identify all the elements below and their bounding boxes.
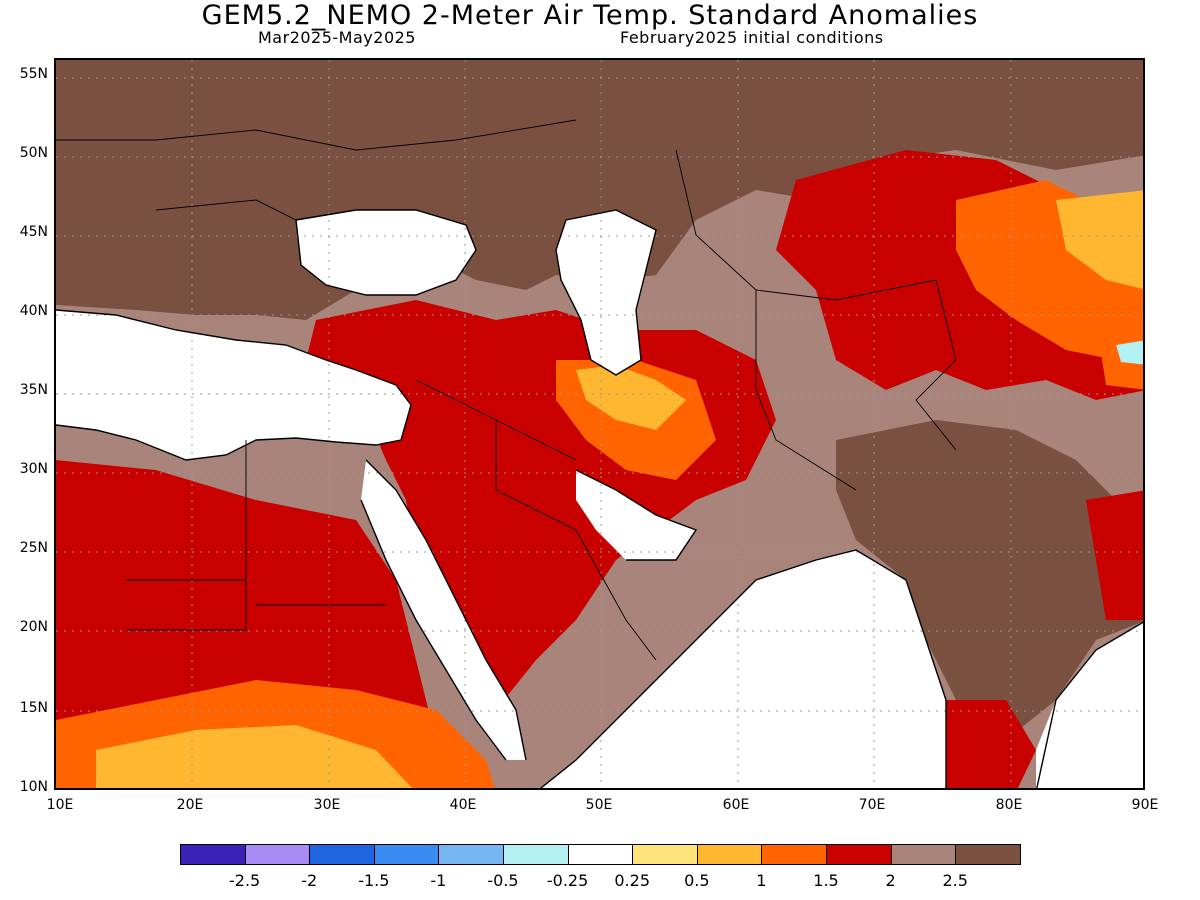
india-dark xyxy=(836,420,1143,740)
red-sea xyxy=(361,460,526,760)
anomaly-map xyxy=(54,58,1145,790)
lon-label: 90E xyxy=(1131,797,1159,813)
central-asia-yellow xyxy=(1056,190,1143,290)
colorbar-label: -2 xyxy=(301,871,318,890)
black-sea xyxy=(296,210,476,295)
graticule xyxy=(56,60,1143,788)
colorbar-swatch xyxy=(826,844,892,865)
lon-label: 30E xyxy=(313,797,341,813)
colorbar-swatch xyxy=(567,844,634,865)
lat-label: 40N xyxy=(19,303,48,319)
east-africa-yellow xyxy=(96,725,413,788)
mediterranean-sea xyxy=(56,310,411,460)
colorbar-label: -1.5 xyxy=(358,871,390,890)
colorbar-label: -0.25 xyxy=(546,871,589,890)
anomaly-map-svg xyxy=(56,60,1143,788)
lat-label: 45N xyxy=(19,224,48,240)
colorbar-swatch xyxy=(503,844,569,865)
lon-label: 20E xyxy=(176,797,204,813)
colorbar-swatch xyxy=(696,844,763,865)
colorbar-label: 2.5 xyxy=(942,871,968,890)
colorbar-swatch xyxy=(244,844,311,865)
colorbar-swatch xyxy=(890,844,957,865)
colorbar-label: -2.5 xyxy=(228,871,261,890)
lat-label: 15N xyxy=(19,700,48,716)
lat-label: 35N xyxy=(19,382,48,398)
coastlines xyxy=(56,209,1143,788)
lat-label: 10N xyxy=(19,779,48,795)
colorbar-swatch xyxy=(309,844,375,865)
country-borders xyxy=(56,119,957,661)
arabian-sea xyxy=(541,550,946,788)
colorbar-swatch xyxy=(632,844,698,865)
colorbar-label: 2 xyxy=(885,871,896,890)
colorbar-swatch xyxy=(761,844,827,865)
colorbar-swatch xyxy=(373,844,440,865)
lat-label: 20N xyxy=(19,619,48,635)
lat-label: 25N xyxy=(19,540,48,556)
colorbar-swatch xyxy=(955,844,1021,865)
lon-label: 10E xyxy=(46,797,74,813)
initial-conditions: February2025 initial conditions xyxy=(620,28,884,47)
iran-yellow xyxy=(576,365,686,430)
lat-label: 50N xyxy=(19,145,48,161)
caspian-sea xyxy=(556,210,656,375)
colorbar-label: -1 xyxy=(430,871,447,890)
lat-label: 30N xyxy=(19,461,48,477)
colorbar-label: 0.5 xyxy=(684,871,710,890)
colorbar-swatch xyxy=(438,844,504,865)
colorbar-swatch xyxy=(180,844,246,865)
lon-label: 70E xyxy=(858,797,886,813)
lat-label: 55N xyxy=(19,66,48,82)
tibet-cold xyxy=(1116,340,1143,365)
map-title: GEM5.2_NEMO 2-Meter Air Temp. Standard A… xyxy=(201,0,979,31)
colorbar-label: 1 xyxy=(756,871,767,890)
india-east-red xyxy=(1086,490,1143,620)
colorbar-label: 1.5 xyxy=(813,871,839,890)
lon-label: 60E xyxy=(722,797,750,813)
persian-gulf xyxy=(576,470,696,560)
lon-label: 50E xyxy=(585,797,613,813)
lon-label: 80E xyxy=(995,797,1023,813)
bay-of-bengal xyxy=(1036,622,1143,788)
forecast-period: Mar2025-May2025 xyxy=(258,28,416,47)
colorbar-label: 0.25 xyxy=(614,871,650,890)
colorbar-label: -0.5 xyxy=(487,871,519,890)
lon-label: 40E xyxy=(449,797,477,813)
